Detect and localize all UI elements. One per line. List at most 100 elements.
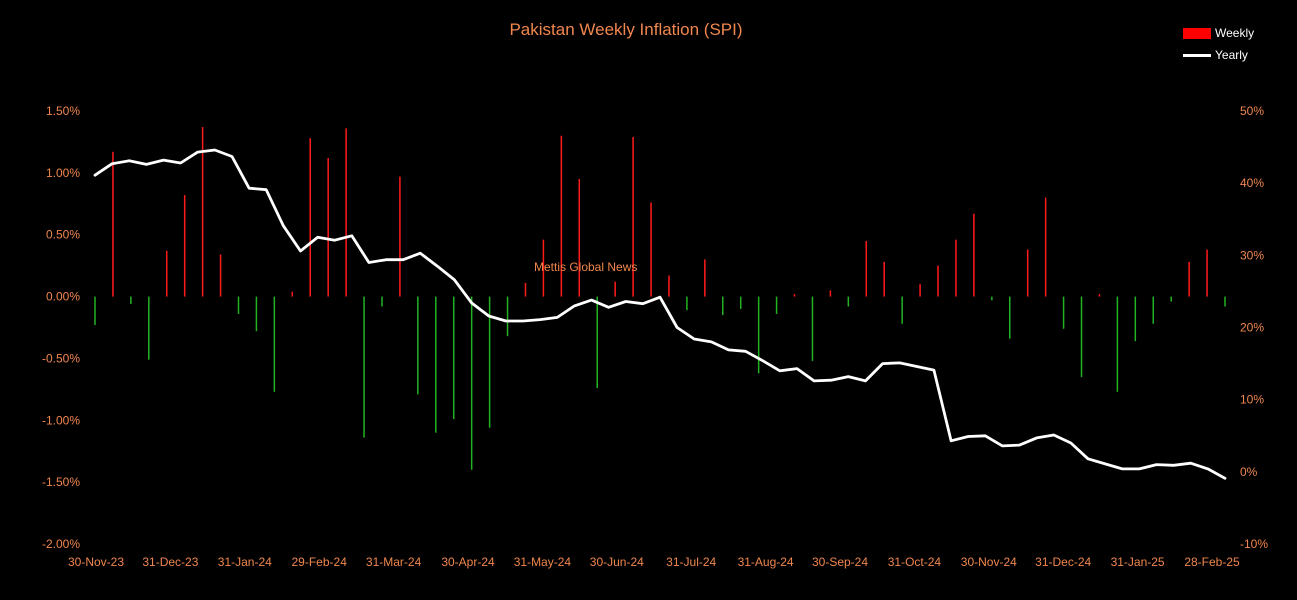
weekly-bar — [793, 294, 796, 297]
weekly-bar — [452, 296, 455, 420]
legend: Weekly Yearly — [1183, 22, 1254, 66]
weekly-bar — [847, 296, 850, 307]
weekly-bar — [1134, 296, 1137, 342]
x-tick-label: 30-Sep-24 — [812, 555, 868, 569]
weekly-bar — [578, 179, 581, 297]
weekly-bar — [973, 213, 975, 297]
weekly-bar — [309, 138, 311, 297]
weekly-bar — [112, 151, 114, 297]
x-tick-label: 30-Nov-23 — [68, 555, 124, 569]
y-right-tick-label: 20% — [1240, 321, 1264, 335]
legend-label-yearly: Yearly — [1215, 48, 1248, 62]
chart-title: Pakistan Weekly Inflation (SPI) — [509, 20, 743, 39]
weekly-bar — [811, 296, 814, 361]
weekly-bar — [524, 282, 527, 297]
y-left-tick-label: -1.00% — [42, 413, 80, 427]
y-left-tick-label: -2.00% — [42, 537, 80, 551]
y-left-tick-label: 1.50% — [46, 104, 80, 118]
y-left-tick-label: 0.00% — [46, 290, 80, 304]
weekly-bar — [165, 250, 168, 297]
weekly-bar — [435, 296, 437, 433]
y-left-tick-label: -1.50% — [42, 475, 80, 489]
weekly-bar — [542, 239, 545, 297]
x-tick-label: 31-Dec-23 — [142, 555, 198, 569]
x-tick-label: 31-Jul-24 — [666, 555, 716, 569]
weekly-bar — [883, 261, 885, 297]
x-tick-label: 30-Apr-24 — [441, 555, 495, 569]
weekly-bar — [757, 296, 760, 374]
weekly-bar — [345, 128, 347, 297]
y-right-tick-label: 30% — [1240, 248, 1264, 262]
weekly-bar — [1080, 296, 1083, 377]
weekly-bar — [686, 296, 688, 311]
weekly-bar — [919, 284, 921, 297]
weekly-bar — [991, 296, 993, 301]
weekly-bar — [255, 296, 258, 332]
weekly-bar — [94, 296, 96, 326]
weekly-bar — [955, 239, 957, 297]
weekly-bar — [470, 296, 473, 470]
x-tick-label: 31-Aug-24 — [738, 555, 794, 569]
weekly-bar — [722, 296, 724, 316]
weekly-bar — [1224, 296, 1226, 307]
legend-item-weekly: Weekly — [1183, 22, 1254, 44]
y-left-tick-label: -0.50% — [42, 351, 80, 365]
y-right-tick-label: 0% — [1240, 465, 1258, 479]
weekly-bar — [596, 296, 598, 389]
weekly-bar — [865, 240, 868, 297]
weekly-bar — [327, 158, 329, 297]
weekly-bar — [614, 281, 616, 297]
weekly-bar — [1116, 296, 1119, 392]
weekly-bar — [1152, 296, 1155, 324]
x-tick-label: 31-May-24 — [514, 555, 572, 569]
y-left-tick-label: 0.50% — [46, 228, 80, 242]
weekly-bar — [237, 296, 240, 314]
legend-swatch-yearly — [1183, 53, 1211, 57]
x-tick-label: 30-Jun-24 — [590, 555, 644, 569]
weekly-bar — [201, 127, 204, 297]
weekly-bar — [273, 296, 276, 392]
weekly-bar — [417, 296, 419, 395]
x-tick-label: 29-Feb-24 — [292, 555, 348, 569]
weekly-bar — [1044, 197, 1047, 297]
y-right-tick-label: -10% — [1240, 537, 1268, 551]
weekly-bar — [219, 254, 222, 297]
weekly-bar — [560, 135, 563, 297]
weekly-bar — [829, 290, 832, 297]
weekly-bar — [363, 296, 365, 438]
weekly-bar — [1098, 294, 1101, 297]
weekly-bar — [1062, 296, 1065, 329]
legend-swatch-weekly — [1183, 27, 1211, 39]
weekly-bar — [291, 291, 294, 297]
weekly-bar — [1026, 249, 1029, 297]
weekly-bar — [381, 296, 383, 307]
y-right-tick-label: 50% — [1240, 104, 1264, 118]
x-tick-label: 30-Nov-24 — [961, 555, 1017, 569]
x-tick-label: 31-Jan-25 — [1111, 555, 1165, 569]
weekly-bar — [1206, 249, 1208, 297]
legend-item-yearly: Yearly — [1183, 44, 1254, 66]
weekly-bar — [1170, 296, 1172, 302]
weekly-bar — [650, 202, 652, 297]
weekly-bar — [488, 296, 491, 428]
weekly-bar — [1188, 261, 1190, 297]
y-left-tick-label: 1.00% — [46, 166, 80, 180]
weekly-bar — [704, 259, 706, 297]
yearly-line — [93, 148, 1227, 480]
legend-label-weekly: Weekly — [1215, 26, 1255, 40]
weekly-bar — [632, 136, 634, 297]
y-right-tick-label: 10% — [1240, 393, 1264, 407]
weekly-bar — [739, 296, 742, 309]
weekly-bar — [183, 195, 186, 297]
weekly-bar — [901, 296, 903, 324]
x-tick-label: 28-Feb-25 — [1184, 555, 1240, 569]
weekly-bar — [130, 296, 132, 304]
weekly-bar — [668, 275, 670, 297]
x-tick-label: 31-Dec-24 — [1035, 555, 1091, 569]
weekly-bar — [937, 265, 939, 297]
y-right-tick-label: 40% — [1240, 176, 1264, 190]
weekly-bar — [1009, 296, 1011, 339]
x-tick-label: 31-Jan-24 — [218, 555, 272, 569]
x-tick-label: 31-Mar-24 — [366, 555, 422, 569]
